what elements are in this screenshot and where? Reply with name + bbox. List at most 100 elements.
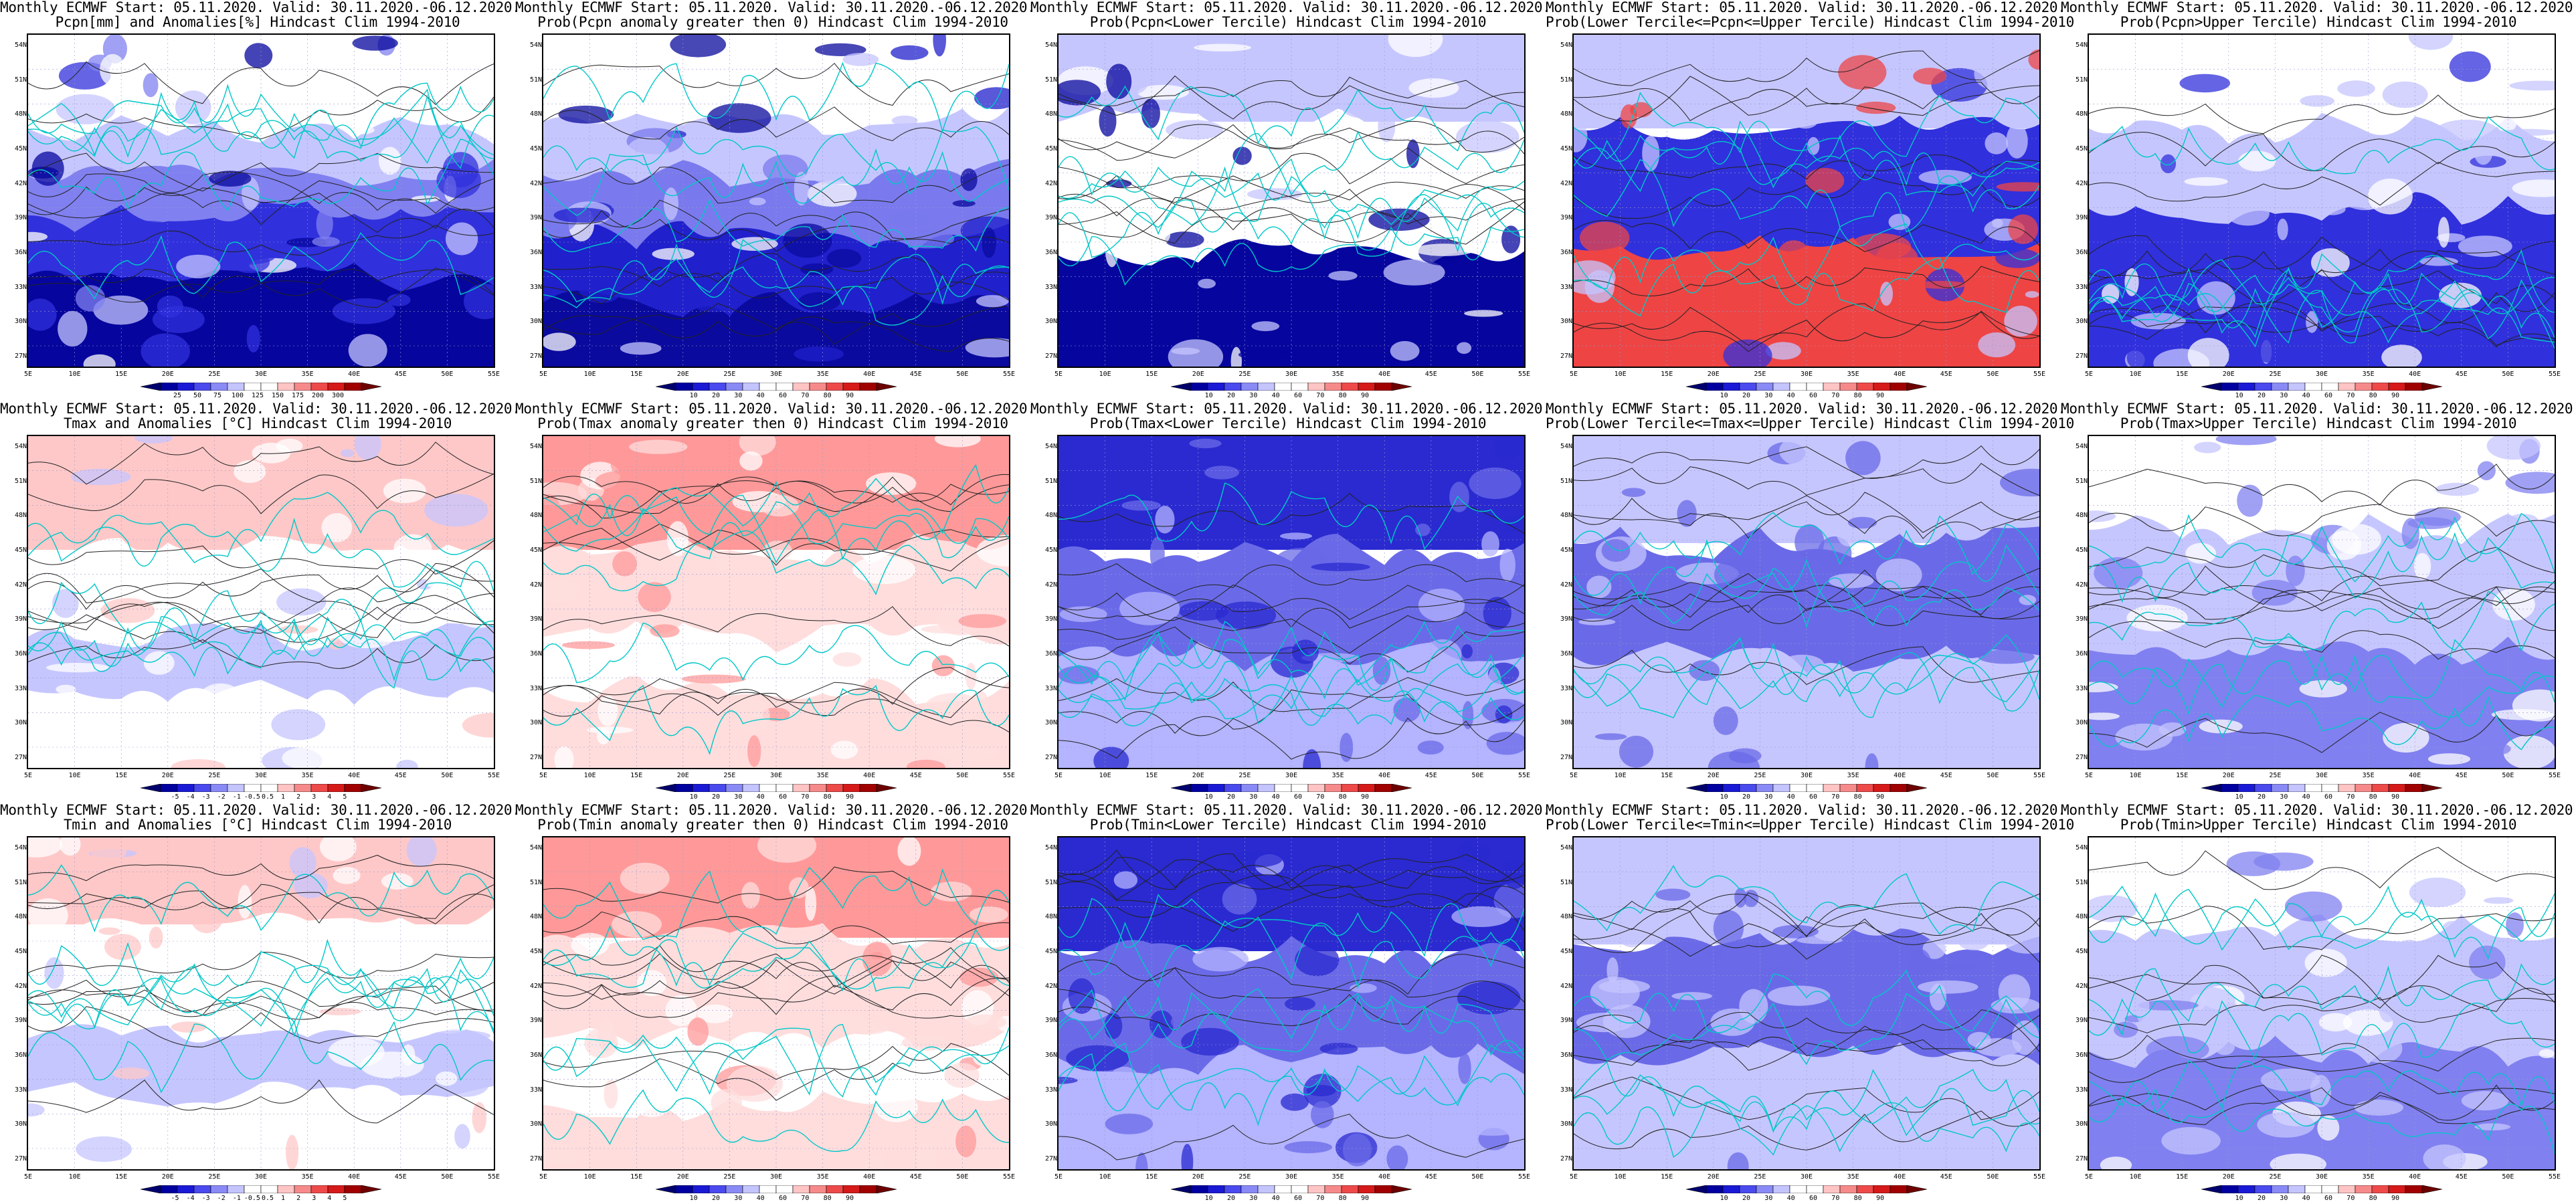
latitude-tick-label: 30N [2075,719,2088,727]
colorbar-segment [692,1185,710,1193]
field-patch [2409,878,2466,908]
longitude-tick-label: 10E [583,1173,596,1181]
latitude-tick-label: 51N [2075,76,2088,84]
contour-line [543,675,1009,718]
colorbar-segment [177,383,195,391]
colorbar-tick-label: 10 [689,1195,698,1202]
colorbar-segment [277,383,295,391]
colorbar-segment [1873,784,1891,792]
field-patch [1927,468,1955,477]
colorbar-segment [244,784,262,792]
field-patch [2484,897,2514,904]
field-patch [591,496,614,531]
field-patch [1978,649,2035,664]
colorbar-segment [2271,383,2289,391]
colorbar-segment [1341,1185,1359,1193]
latitude-tick-label: 30N [1044,318,1057,326]
contour-line [28,268,494,308]
map-field [28,837,494,1169]
latitude-tick-label: 45N [529,546,542,554]
contour-line [1059,849,1524,891]
latitude-tick-label: 45N [14,948,27,955]
field-patch [424,1003,474,1034]
colorbar-tick-label: 20 [711,392,721,399]
coastline [543,684,1009,755]
colorbar-segment [1257,1185,1275,1193]
field-patch [764,969,790,996]
field-patch [612,551,637,577]
field-patch [1137,84,1189,100]
coastline [2089,654,2555,718]
field-patch [866,472,917,495]
colorbar-segment [2405,383,2423,391]
longitude-tick-label: 30E [254,1173,268,1181]
colorbar-tick-label: 40 [1786,793,1795,801]
longitude-tick-label: 30E [769,772,783,779]
longitude-tick-label: 20E [1192,371,1204,378]
coastline [1059,130,1524,196]
field-patch [1619,735,1654,768]
contour-line [1574,50,2039,86]
latitude-tick-label: 39N [14,1017,27,1025]
field-patch [1251,321,1280,332]
colorbar-segment [2304,383,2322,391]
field-patch [1457,981,1521,1015]
colorbar-segment [1856,383,1874,391]
map-frame [1572,435,2041,769]
latitude-tick-label: 42N [529,179,542,187]
colorbar-segment [809,1185,827,1193]
longitude-tick-label: 15E [630,772,643,779]
field-patch [141,333,190,367]
colorbar-segment [842,1185,860,1193]
contour-line [28,441,494,485]
longitude-tick-label: 15E [115,772,128,779]
latitude-tick-label: 45N [14,546,27,554]
contour-line [1574,85,2039,122]
field-patch [1706,946,1724,960]
map-field [28,436,494,768]
colorbar-tick-label: 300 [331,392,345,399]
contour-line [2089,249,2555,279]
map-field [28,35,494,367]
longitude-tick-label: 15E [1145,371,1158,378]
field-patch [393,534,432,563]
field-patch [1975,845,2008,858]
colorbar-tick-label: 90 [1360,392,1370,399]
colorbar-tick-label: 30 [2280,1195,2288,1202]
field-patch [2187,462,2202,476]
panel-title-line1: Monthly ECMWF Start: 05.11.2020. Valid: … [515,802,1036,818]
colorbar-segment [1341,784,1359,792]
field-patch [976,534,1009,567]
latitude-tick-label: 54N [14,844,27,851]
field-patch [852,555,916,585]
colorbar-tick-label: 70 [1316,793,1325,801]
latitude-tick-label: 27N [1044,1155,1057,1163]
colorbar-min-triangle [2201,383,2222,391]
field-patch [1304,492,1329,509]
colorbar-segment [1324,383,1342,391]
latitude-tick-label: 42N [1560,179,1572,187]
colorbar-tick-label: 80 [2369,392,2377,399]
contour-line [28,563,494,603]
field-patch [1423,639,1462,671]
field-patch [982,227,996,258]
field-patch [891,115,918,126]
colorbar-tick-label: -4 [186,1195,195,1202]
colorbar-tick-label: -5 [171,1195,179,1202]
contour-line [2089,235,2555,274]
panel-title-line1: Monthly ECMWF Start: 05.11.2020. Valid: … [515,0,1036,15]
field-patch [1059,1123,1092,1148]
field-patch [1457,841,1491,864]
coastline [1574,864,2039,935]
field-patch [1295,944,1340,977]
colorbar-tick-label: 20 [1226,392,1236,399]
latitude-tick-label: 51N [1560,878,1572,886]
colorbar-segment [675,784,693,792]
field-patch [333,867,361,884]
contour-line [28,979,494,1015]
coastline [543,1023,1009,1096]
field-patch [2184,177,2228,186]
contour-line [543,1058,1009,1101]
panel-title-line2: Prob(Tmin anomaly greater then 0) Hindca… [537,817,1008,833]
latitude-tick-label: 30N [1560,719,1572,727]
